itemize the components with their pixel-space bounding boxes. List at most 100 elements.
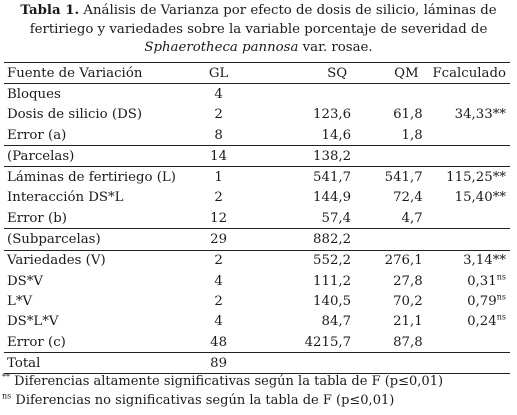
cell-sq: 84,7 [321, 314, 352, 330]
caption-label: Tabla 1. [20, 3, 80, 18]
cell-source: Total [4, 352, 185, 375]
cell-gl: 2 [214, 190, 223, 206]
caption-text: Análisis de Varianza por efecto de dosis… [29, 3, 497, 37]
footnote-mark: ** [2, 372, 10, 382]
f-value: 0,79 [467, 293, 497, 309]
table-row: DS*V 4 111,2 27,8 0,31ns [4, 271, 510, 291]
sig-mark: ** [492, 253, 506, 269]
cell-gl: 2 [214, 293, 223, 309]
caption-text-end: var. rosae. [302, 40, 373, 55]
cell-sq: 138,2 [252, 145, 352, 167]
cell-fcalc [423, 84, 510, 105]
sig-mark: ** [492, 170, 506, 186]
cell-fcalc [422, 228, 510, 251]
header-gl: GL [184, 61, 253, 85]
sig-mark: ** [492, 107, 506, 123]
table-row: Error (b) 12 57,4 4,7 [4, 208, 510, 229]
table-row: Láminas de fertiriego (L) 1 541,7 541,7 … [4, 166, 510, 188]
cell-qm: 70,2 [393, 293, 423, 309]
cell-qm: 4,7 [401, 210, 423, 226]
f-value: 15,40 [454, 190, 493, 206]
cell-qm: 276,1 [351, 249, 423, 271]
cell-gl: 1 [184, 166, 253, 188]
footnote-mark: ns [2, 391, 12, 401]
sig-mark: ns [496, 312, 506, 322]
cell-qm: 87,8 [393, 334, 423, 350]
cell-gl: 4 [214, 86, 223, 102]
cell-fcalc [423, 332, 510, 353]
cell-sq: 4215,7 [304, 334, 352, 350]
table-row: Dosis de silicio (DS) 2 123,6 61,8 34,33… [4, 105, 510, 125]
cell-gl: 2 [214, 107, 223, 123]
table-row: (Parcelas) 14 138,2 [4, 145, 510, 167]
cell-sq: 14,6 [321, 127, 352, 143]
footnote: ns Diferencias no significativas según l… [2, 392, 443, 411]
cell-source: DS*L*V [7, 314, 59, 330]
cell-source: Bloques [7, 86, 61, 102]
cell-qm: 21,1 [393, 314, 423, 330]
sig-mark: ** [492, 190, 506, 206]
cell-fcalc: 0,31ns [423, 271, 510, 291]
f-value: 34,33 [454, 107, 493, 123]
cell-fcalc: 0,24ns [423, 312, 510, 332]
cell-sq: 123,6 [313, 107, 352, 123]
f-value: 115,25 [446, 170, 493, 186]
cell-fcalc: 0,79ns [423, 291, 510, 311]
cell-source: Interacción DS*L [7, 190, 124, 206]
cell-fcalc: 115,25** [422, 166, 510, 188]
cell-gl: 89 [184, 352, 253, 375]
cell-sq: 144,9 [313, 190, 352, 206]
cell-source: (Subparcelas) [4, 228, 185, 251]
cell-sq: 541,7 [252, 166, 352, 188]
cell-source: Dosis de silicio (DS) [7, 107, 143, 123]
sig-mark: ns [496, 292, 506, 302]
cell-sq: 882,2 [252, 228, 352, 251]
cell-fcalc [422, 352, 510, 375]
cell-source: Variedades (V) [4, 249, 185, 271]
footnote-text: Diferencias altamente significativas seg… [14, 374, 444, 389]
header-qm: QM [351, 61, 423, 85]
cell-source: L*V [7, 293, 33, 309]
table-caption: Tabla 1. Análisis de Varianza por efecto… [0, 2, 517, 58]
cell-gl: 14 [184, 145, 253, 167]
table-row: L*V 2 140,5 70,2 0,79ns [4, 291, 510, 311]
caption-species: Sphaerotheca pannosa [144, 40, 299, 55]
table-row: Total 89 [4, 352, 510, 375]
cell-qm: 541,7 [351, 166, 423, 188]
cell-source: Error (a) [7, 127, 67, 143]
header-row: Fuente de Variación GL SQ QM Fcalculado [4, 61, 510, 85]
cell-fcalc: 34,33** [423, 105, 510, 125]
cell-gl: 29 [184, 228, 253, 251]
cell-gl: 4 [214, 273, 223, 289]
cell-qm: 1,8 [401, 127, 423, 143]
cell-gl: 4 [214, 314, 223, 330]
table-row: DS*L*V 4 84,7 21,1 0,24ns [4, 312, 510, 332]
header-sq: SQ [252, 61, 352, 85]
cell-qm [351, 228, 423, 251]
cell-source: Error (c) [7, 334, 66, 350]
table-row: Variedades (V) 2 552,2 276,1 3,14** [4, 249, 510, 271]
cell-gl: 12 [210, 210, 228, 226]
cell-gl: 8 [214, 127, 223, 143]
cell-qm: 72,4 [393, 190, 423, 206]
footnote-text: Diferencias no significativas según la t… [15, 392, 395, 408]
cell-qm [351, 145, 423, 167]
cell-gl: 48 [210, 334, 228, 350]
table-row: Interacción DS*L 2 144,9 72,4 15,40** [4, 188, 510, 208]
cell-qm [351, 84, 423, 105]
header-fcalc: Fcalculado [422, 61, 510, 85]
cell-fcalc [423, 125, 510, 146]
cell-sq: 57,4 [321, 210, 352, 226]
cell-fcalc: 3,14** [422, 249, 510, 271]
cell-source: Láminas de fertiriego (L) [4, 166, 185, 188]
header-source: Fuente de Variación [4, 61, 185, 85]
table-row: Error (c) 48 4215,7 87,8 [4, 332, 510, 353]
cell-gl: 2 [184, 249, 253, 271]
footnote: ** Diferencias altamente significativas … [2, 373, 443, 392]
cell-sq [253, 84, 351, 105]
anova-table: Fuente de Variación GL SQ QM Fcalculado … [4, 61, 510, 375]
cell-source: DS*V [7, 273, 44, 289]
cell-qm: 27,8 [393, 273, 423, 289]
cell-sq: 111,2 [313, 273, 352, 289]
